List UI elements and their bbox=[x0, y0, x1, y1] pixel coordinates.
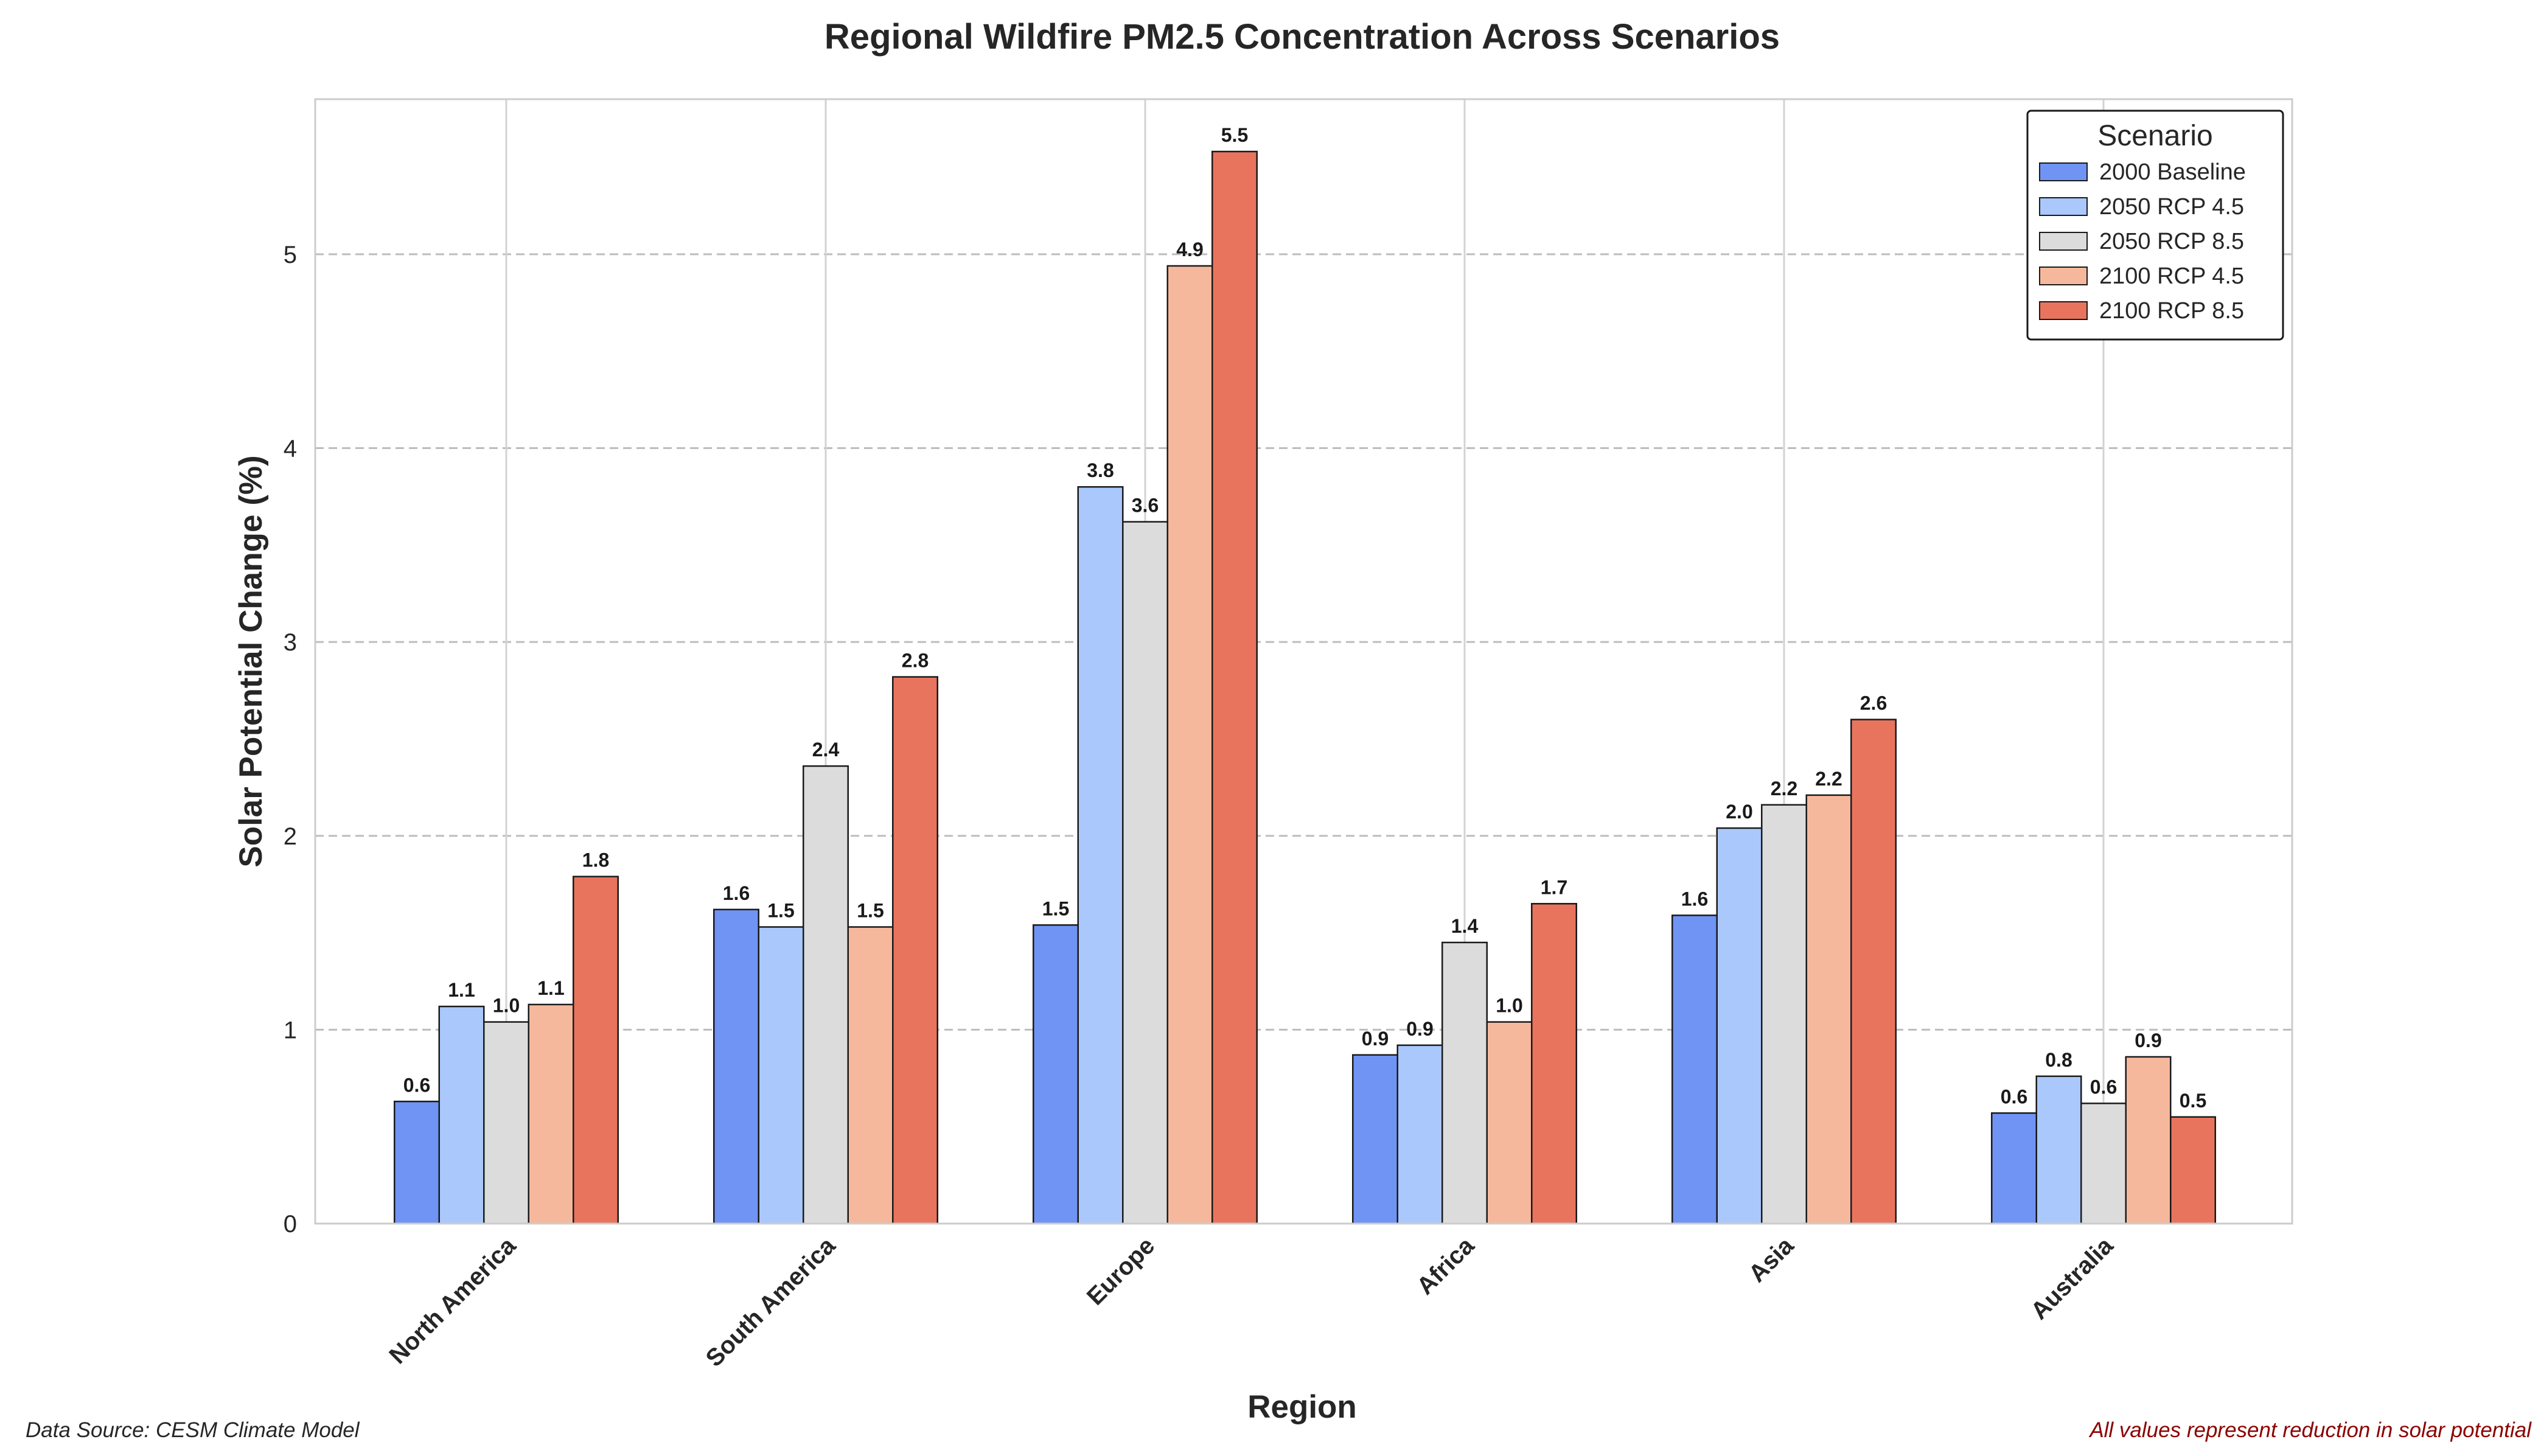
bar-value-label: 1.5 bbox=[857, 900, 884, 922]
bar bbox=[2080, 1102, 2127, 1225]
bar bbox=[892, 676, 938, 1225]
bar-value-label: 2.2 bbox=[1771, 778, 1797, 799]
bar-value-label: 0.8 bbox=[2045, 1049, 2072, 1071]
bar bbox=[1805, 794, 1852, 1225]
bar bbox=[758, 926, 804, 1225]
reduction-note: All values represent reduction in solar … bbox=[2088, 1418, 2532, 1442]
bar bbox=[1077, 486, 1124, 1225]
bar-value-label: 1.7 bbox=[1541, 876, 1567, 898]
x-tick-label: North America bbox=[384, 1232, 521, 1369]
bar-value-label: 2.2 bbox=[1815, 768, 1842, 790]
bar bbox=[1850, 719, 1897, 1225]
bar-value-label: 2.6 bbox=[1860, 692, 1887, 714]
legend: Scenario 2000 Baseline 2050 RCP 4.5 2050 RC… bbox=[2026, 110, 2284, 341]
bar-value-label: 1.1 bbox=[537, 977, 564, 999]
legend-entry: 2100 RCP 4.5 bbox=[2099, 263, 2244, 289]
legend-box bbox=[2026, 110, 2284, 341]
bar-value-label: 1.0 bbox=[493, 995, 520, 1017]
y-tick-label: 5 bbox=[284, 242, 297, 268]
bar bbox=[438, 1005, 485, 1225]
bar bbox=[394, 1101, 440, 1225]
bar-value-label: 2.4 bbox=[812, 739, 840, 761]
bar bbox=[847, 926, 894, 1225]
x-tick-label: Europe bbox=[1082, 1232, 1160, 1311]
legend-title: Scenario bbox=[2097, 120, 2212, 152]
legend-swatch bbox=[2039, 301, 2088, 320]
bar-value-label: 1.0 bbox=[1496, 995, 1522, 1017]
y-axis-label: Solar Potential Change (%) bbox=[233, 455, 269, 867]
y-tick-label: 1 bbox=[284, 1017, 297, 1043]
y-tick-labels: 0 1 2 3 4 5 bbox=[284, 242, 297, 1238]
y-tick-label: 0 bbox=[284, 1211, 297, 1238]
bar-value-label: 4.9 bbox=[1176, 239, 1203, 260]
bar bbox=[1991, 1112, 2037, 1225]
bar bbox=[2170, 1116, 2216, 1225]
bar bbox=[1716, 827, 1763, 1225]
bar bbox=[1761, 804, 1807, 1225]
x-tick-label: South America bbox=[701, 1232, 841, 1372]
bar-value-label: 0.5 bbox=[2180, 1090, 2206, 1112]
bar bbox=[1671, 914, 1718, 1225]
bar-value-label: 1.8 bbox=[582, 849, 609, 871]
y-tick-label: 2 bbox=[284, 823, 297, 850]
bar-value-label: 0.6 bbox=[2090, 1076, 2117, 1098]
bar bbox=[713, 908, 759, 1225]
plot-frame bbox=[314, 98, 2293, 1225]
bar bbox=[483, 1021, 529, 1225]
bar-value-label: 3.8 bbox=[1087, 459, 1114, 481]
bar-value-label: 0.6 bbox=[2001, 1085, 2027, 1107]
bar bbox=[1033, 924, 1079, 1225]
bar-value-label: 0.9 bbox=[2135, 1029, 2161, 1051]
bar bbox=[803, 765, 849, 1225]
bar bbox=[2035, 1075, 2082, 1225]
bar bbox=[1211, 150, 1258, 1225]
bar bbox=[1486, 1021, 1533, 1225]
bar-value-label: 1.6 bbox=[1681, 888, 1708, 910]
bar-value-label: 1.1 bbox=[448, 979, 475, 1001]
x-tick-label: Australia bbox=[2026, 1232, 2119, 1325]
bar-value-label: 1.6 bbox=[723, 882, 750, 904]
legend-entry: 2000 Baseline bbox=[2099, 159, 2246, 185]
x-tick-label: Asia bbox=[1744, 1232, 1799, 1287]
bar-value-label: 1.5 bbox=[1042, 897, 1069, 919]
bar-value-label: 2.0 bbox=[1726, 801, 1752, 823]
bar bbox=[1166, 265, 1213, 1225]
bars bbox=[394, 150, 2216, 1225]
legend-entry: 2100 RCP 8.5 bbox=[2099, 298, 2244, 324]
legend-swatch bbox=[2039, 162, 2088, 181]
bar-value-label: 2.8 bbox=[902, 649, 929, 671]
bar bbox=[1441, 941, 1488, 1225]
legend-swatch bbox=[2039, 197, 2088, 216]
x-tick-label: Africa bbox=[1412, 1232, 1480, 1300]
bar bbox=[528, 1003, 574, 1225]
x-tick-labels: North America South America Europe Africa As… bbox=[384, 1232, 2118, 1372]
legend-swatch bbox=[2039, 266, 2088, 285]
data-source-note: Data Source: CESM Climate Model bbox=[26, 1418, 360, 1442]
value-labels: 0.6 1.6 1.5 0.9 1.6 0.6 1.1 1.5 3.8 0.9 2.0 0.8 1.0 2… bbox=[403, 124, 2206, 1112]
bar-value-label: 0.6 bbox=[403, 1074, 430, 1096]
bar-value-label: 0.9 bbox=[1362, 1028, 1389, 1050]
y-tick-label: 4 bbox=[284, 436, 297, 462]
x-axis-label: Region bbox=[1247, 1389, 1357, 1425]
legend-entry: 2050 RCP 8.5 bbox=[2099, 229, 2244, 254]
bar-value-label: 5.5 bbox=[1221, 124, 1248, 146]
bar bbox=[1352, 1054, 1398, 1225]
legend-entry: 2050 RCP 4.5 bbox=[2099, 194, 2244, 220]
bar bbox=[2125, 1056, 2172, 1225]
bar-value-label: 3.6 bbox=[1132, 495, 1159, 517]
bar bbox=[1396, 1044, 1443, 1225]
bar bbox=[1122, 521, 1168, 1225]
bar-value-label: 1.5 bbox=[767, 900, 794, 922]
chart-title: Regional Wildfire PM2.5 Concentration Ac… bbox=[824, 17, 1780, 57]
y-tick-label: 3 bbox=[284, 629, 297, 656]
bar-value-label: 1.4 bbox=[1451, 915, 1479, 937]
bar-value-label: 0.9 bbox=[1406, 1018, 1433, 1040]
bar bbox=[573, 876, 619, 1225]
bar bbox=[1531, 903, 1577, 1225]
legend-swatch bbox=[2039, 232, 2088, 251]
